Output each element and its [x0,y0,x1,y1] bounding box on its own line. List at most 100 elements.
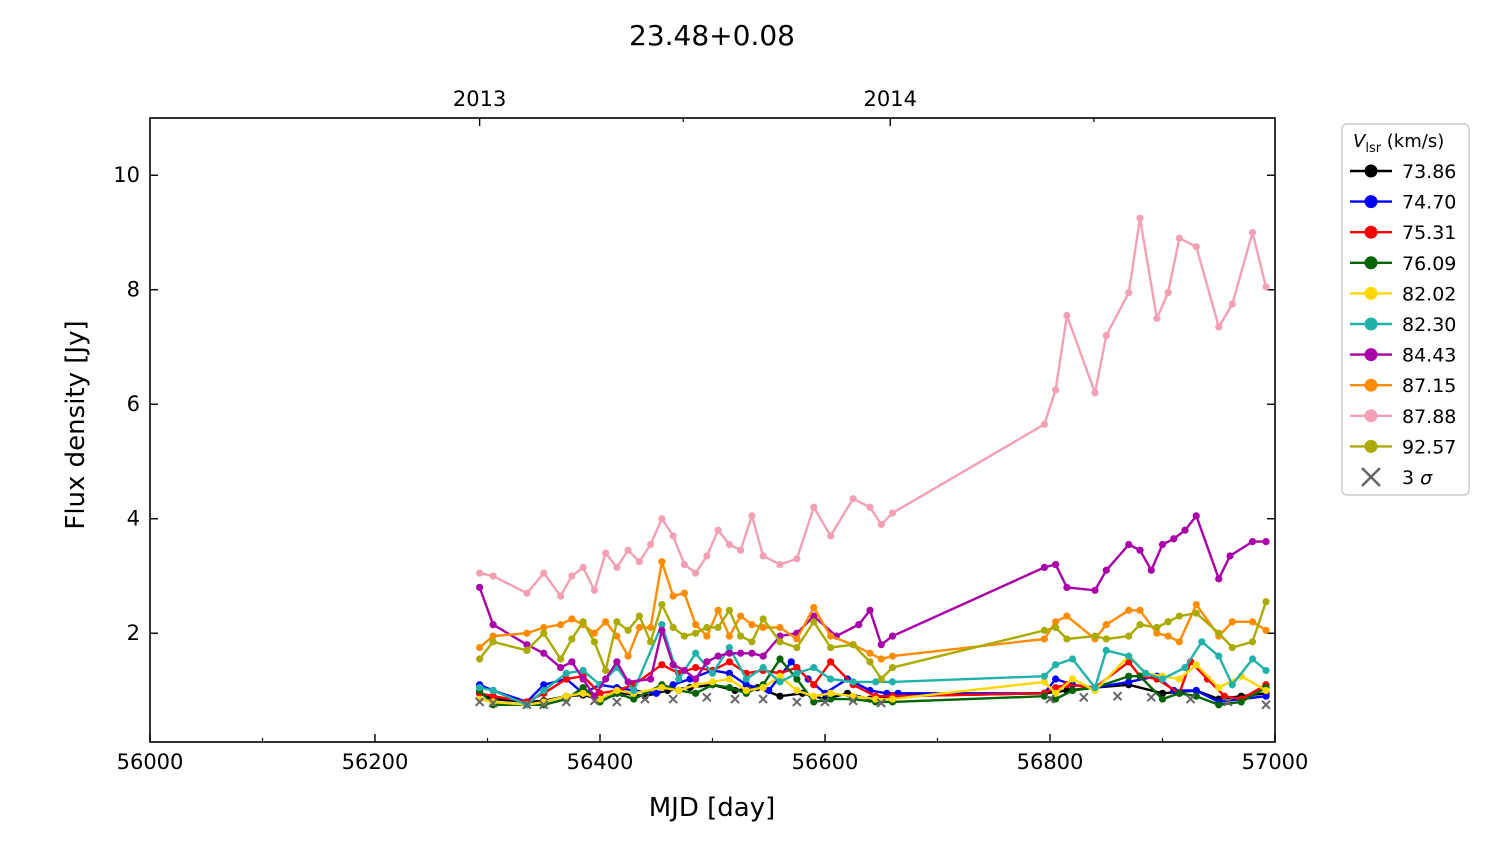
data-point [1091,586,1099,594]
data-point [540,686,548,695]
data-point [810,681,818,689]
data-point [476,569,484,577]
data-point [624,652,632,660]
data-point [523,629,531,637]
data-point [810,618,818,626]
data-point [759,552,767,560]
y-tick-label: 10 [113,163,140,187]
data-point [1063,311,1071,320]
data-point [1175,612,1183,620]
data-point [1091,684,1099,692]
data-point [1181,663,1189,672]
y-axis-label: Flux density [Jy] [61,320,91,529]
data-point [759,615,767,623]
data-point [523,641,531,649]
data-point [714,526,722,534]
data-point [557,592,565,600]
data-point [1181,526,1189,534]
data-point [776,623,784,632]
data-point [703,623,711,632]
legend-entry: 92.57 [1350,436,1456,458]
legend-marker [1364,378,1378,392]
legend-entry: 87.15 [1350,375,1456,397]
data-point [1158,540,1167,549]
data-point [590,629,598,637]
data-point [849,641,857,649]
data-point [613,563,621,571]
data-point [1091,632,1099,640]
data-point [476,643,484,652]
data-point [523,646,531,655]
data-point [613,686,621,695]
legend-marker [1364,286,1378,300]
legend-marker [1364,195,1378,209]
legend-entry: 75.31 [1350,222,1456,244]
data-point [1164,632,1172,640]
data-point [489,572,497,580]
data-point [1052,675,1060,683]
legend-title-main: V [1353,131,1367,152]
data-point [1125,540,1133,549]
data-point [742,686,750,695]
data-point [1063,635,1071,643]
data-point [1226,552,1234,560]
data-point [810,698,818,706]
data-point [1262,283,1270,291]
series-line-84.43 [478,514,1266,698]
data-point [1153,629,1161,637]
legend-sigma-symbol: σ [1420,467,1433,489]
sigma-limit-marker [1185,694,1196,704]
x-tick-label: 56600 [792,750,859,774]
data-point [703,552,711,560]
data-point [793,643,801,652]
data-point [602,666,610,675]
series-92.57 [476,598,1270,683]
legend-entry-sigma: 3 σ [1361,467,1433,489]
data-point [1215,629,1223,637]
data-point [523,589,531,597]
data-point [1175,638,1183,646]
data-point [562,669,570,677]
legend-marker [1364,409,1378,423]
data-point [810,503,818,511]
data-point [748,638,756,646]
legend-title-sub: lsr [1365,141,1381,156]
data-point [1102,621,1110,629]
data-point [647,540,655,549]
data-point [1228,681,1236,689]
sigma-limit-marker [612,697,622,707]
data-point [1125,632,1133,640]
data-point [540,569,548,577]
data-point [776,678,784,686]
sigma-limit-markers [474,691,1271,710]
data-point [1068,655,1077,663]
data-point [1136,606,1144,614]
legend-label: 75.31 [1402,222,1456,244]
data-point [658,601,666,609]
data-point [652,689,660,697]
data-point [647,623,655,632]
data-point [1175,234,1183,242]
data-point [725,669,733,677]
sigma-limit-marker [792,697,802,707]
data-point [675,675,683,683]
data-point [1158,695,1167,703]
data-point [888,663,897,672]
legend-entry: 82.30 [1350,314,1456,336]
data-point [1262,626,1270,634]
legend-label: 92.57 [1402,436,1456,458]
data-point [1068,675,1077,683]
data-point [568,615,576,623]
data-point [675,686,683,695]
sigma-limit-marker [758,694,768,704]
sigma-limit-marker [539,700,549,710]
data-point [669,661,677,669]
data-point [1052,623,1060,632]
data-point [1153,314,1161,322]
data-point [1164,289,1172,297]
data-point [658,515,666,523]
data-point [1125,289,1133,297]
legend-sigma-marker [1361,467,1381,487]
sigma-limit-marker [1146,692,1156,703]
